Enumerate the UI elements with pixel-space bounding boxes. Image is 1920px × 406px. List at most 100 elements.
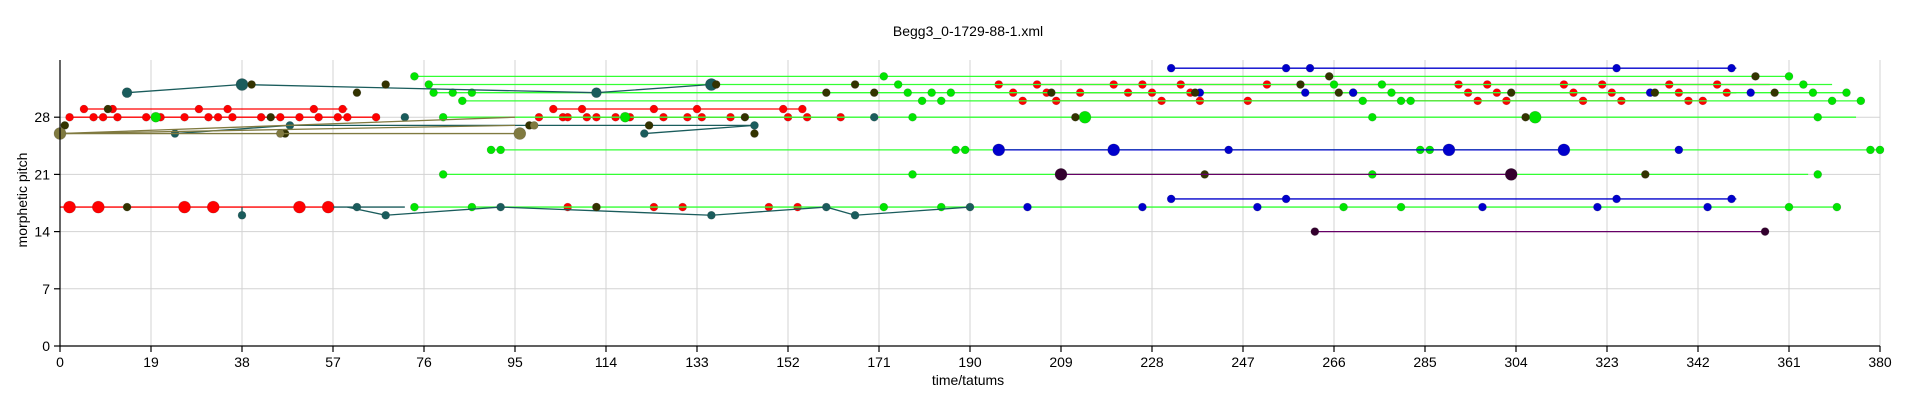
data-point xyxy=(429,88,438,97)
data-point xyxy=(424,80,434,89)
y-tick-label: 14 xyxy=(34,224,50,240)
data-point xyxy=(1047,88,1056,97)
data-point xyxy=(879,202,889,212)
data-point xyxy=(180,112,189,122)
series-line xyxy=(59,116,516,135)
data-point xyxy=(1528,110,1542,124)
chart-title: Begg3_0-1729-88-1.xml xyxy=(893,23,1043,39)
data-point xyxy=(951,145,960,155)
data-point xyxy=(314,112,323,122)
data-point xyxy=(1334,88,1344,97)
data-point xyxy=(247,80,256,89)
data-point xyxy=(917,96,927,106)
data-point xyxy=(448,88,458,97)
data-point xyxy=(1593,202,1602,212)
data-point xyxy=(1641,170,1650,179)
data-point xyxy=(1813,170,1823,179)
data-point xyxy=(965,202,975,212)
data-point xyxy=(1856,96,1866,106)
data-point xyxy=(740,112,750,122)
y-axis-label: morphetic pitch xyxy=(14,153,30,248)
data-point xyxy=(1650,88,1660,97)
data-point xyxy=(1190,88,1200,97)
data-point xyxy=(869,88,879,97)
x-tick-label: 342 xyxy=(1686,354,1710,370)
data-point xyxy=(640,129,649,138)
x-tick-label: 133 xyxy=(685,354,709,370)
data-point xyxy=(1281,63,1291,73)
data-point xyxy=(869,112,879,122)
data-point xyxy=(400,112,410,122)
x-tick-label: 285 xyxy=(1413,354,1437,370)
data-point xyxy=(194,104,204,114)
data-point xyxy=(1023,202,1032,212)
data-point xyxy=(98,112,108,122)
data-point xyxy=(850,210,860,220)
data-point xyxy=(893,80,903,89)
x-tick-label: 323 xyxy=(1595,354,1619,370)
data-point xyxy=(1842,88,1851,97)
data-point xyxy=(1727,194,1736,204)
data-point xyxy=(343,112,352,122)
data-point xyxy=(338,104,347,114)
data-point xyxy=(1224,145,1233,155)
data-point xyxy=(293,200,306,214)
data-point xyxy=(1784,72,1794,81)
data-point xyxy=(778,104,788,114)
x-tick-label: 190 xyxy=(958,354,982,370)
data-point xyxy=(1071,112,1080,122)
data-point xyxy=(1612,63,1621,73)
data-point xyxy=(903,88,913,97)
data-point xyxy=(850,80,860,89)
data-point xyxy=(1442,143,1456,157)
data-point xyxy=(822,202,831,212)
data-point xyxy=(65,112,74,122)
x-tick-label: 380 xyxy=(1868,354,1892,370)
data-point xyxy=(381,210,390,220)
data-point xyxy=(1521,112,1530,122)
x-tick-label: 361 xyxy=(1777,354,1801,370)
y-tick-label: 28 xyxy=(34,109,50,125)
data-point xyxy=(927,88,936,97)
data-point xyxy=(908,170,917,179)
series-line_green xyxy=(150,72,1885,212)
data-point xyxy=(649,104,659,114)
data-point xyxy=(750,121,759,130)
data-point xyxy=(1166,194,1176,204)
data-point xyxy=(122,202,132,212)
data-point xyxy=(1406,96,1415,106)
data-point xyxy=(309,104,319,114)
data-point xyxy=(1751,72,1760,81)
data-point xyxy=(750,129,759,138)
data-point xyxy=(1107,143,1120,157)
data-point xyxy=(908,112,917,122)
data-point xyxy=(1339,202,1348,212)
data-point xyxy=(592,202,601,212)
data-point xyxy=(692,104,702,114)
y-tick-label: 21 xyxy=(34,166,50,182)
series-line xyxy=(59,124,516,135)
data-point xyxy=(223,104,232,114)
data-point xyxy=(1813,112,1823,122)
x-tick-label: 0 xyxy=(56,354,64,370)
data-point xyxy=(228,112,237,122)
data-point xyxy=(410,72,419,81)
data-point xyxy=(1396,96,1406,106)
y-tick-label: 7 xyxy=(42,281,50,297)
x-tick-label: 171 xyxy=(867,354,891,370)
data-point xyxy=(1799,80,1808,89)
data-point xyxy=(992,143,1006,157)
data-point xyxy=(60,121,70,130)
data-point xyxy=(1746,88,1755,97)
data-point xyxy=(276,129,285,138)
data-point xyxy=(1478,202,1487,212)
x-tick-label: 209 xyxy=(1049,354,1073,370)
data-point xyxy=(1281,194,1291,204)
data-point xyxy=(1504,168,1518,181)
data-point xyxy=(92,200,105,214)
data-point xyxy=(1832,202,1842,212)
data-point xyxy=(591,87,602,98)
x-tick-label: 304 xyxy=(1504,354,1528,370)
data-point xyxy=(121,87,133,98)
